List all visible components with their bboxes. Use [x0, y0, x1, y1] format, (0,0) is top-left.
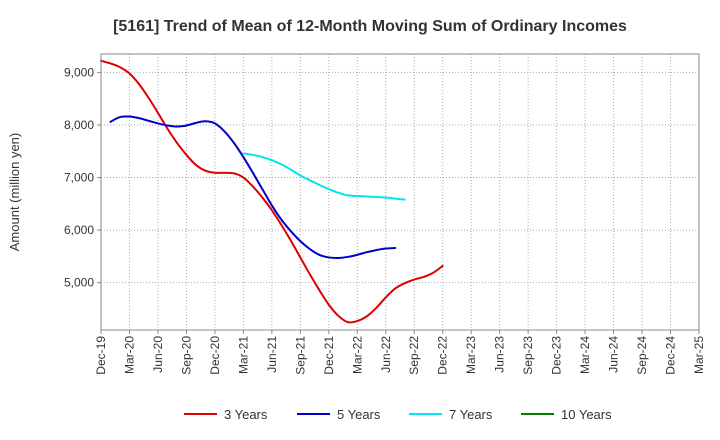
x-tick-label: Mar-25: [692, 336, 706, 374]
y-tick-label: 5,000: [64, 276, 94, 290]
y-tick-label: 6,000: [64, 223, 94, 237]
y-tick-label: 7,000: [64, 171, 94, 185]
series-line-3-years: [100, 59, 444, 324]
y-tick-label: 9,000: [64, 65, 94, 79]
x-tick-label: Mar-24: [578, 336, 592, 374]
series-line-7-years: [242, 152, 406, 201]
legend-label-10-years: 10 Years: [561, 407, 612, 422]
x-ticks: Dec-19 Mar-20 Jun-20 Sep-20 Dec-20 Mar-21 Jun-…: [94, 330, 706, 375]
y-ticks: 5,000 6,000 7,000 8,000 9,000: [64, 65, 101, 290]
legend-label-7-years: 7 Years: [449, 407, 493, 422]
x-tick-label: Jun-22: [379, 336, 393, 373]
legend-label-3-years: 3 Years: [224, 407, 268, 422]
x-tick-label: Dec-23: [550, 336, 564, 375]
x-tick-label: Dec-24: [664, 336, 678, 375]
x-tick-label: Sep-20: [179, 336, 193, 375]
x-tick-label: Jun-20: [151, 336, 165, 373]
x-tick-label: Jun-21: [265, 336, 279, 373]
x-tick-label: Dec-21: [322, 336, 336, 375]
series-lines: [100, 59, 444, 324]
x-tick-label: Dec-20: [208, 336, 222, 375]
x-tick-label: Mar-23: [464, 336, 478, 374]
x-tick-label: Jun-23: [493, 336, 507, 373]
x-tick-label: Dec-19: [94, 336, 108, 375]
x-tick-label: Jun-24: [607, 336, 621, 373]
x-tick-label: Sep-23: [521, 336, 535, 375]
x-tick-label: Sep-22: [407, 336, 421, 375]
series-line-5-years: [109, 115, 397, 260]
x-tick-label: Sep-21: [293, 336, 307, 375]
chart-title: [5161] Trend of Mean of 12-Month Moving …: [113, 18, 627, 35]
x-tick-label: Sep-24: [635, 336, 649, 375]
plot-frame: [100, 53, 700, 331]
legend: 3 Years 5 Years 7 Years 10 Years: [184, 407, 612, 422]
y-tick-label: 8,000: [64, 118, 94, 132]
grid: [100, 54, 700, 330]
x-tick-label: Mar-20: [122, 336, 136, 374]
y-axis-label: Amount (million yen): [7, 133, 22, 252]
legend-label-5-years: 5 Years: [337, 407, 381, 422]
x-tick-label: Mar-22: [350, 336, 364, 374]
x-tick-label: Dec-22: [436, 336, 450, 375]
x-tick-label: Mar-21: [236, 336, 250, 374]
